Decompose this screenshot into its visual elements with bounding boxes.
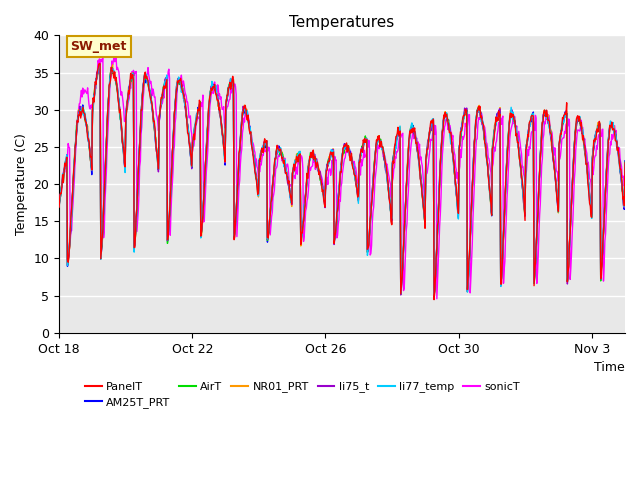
li75_t [621,161,629,167]
AM25T_PRT [120,159,128,165]
AM25T_PRT [96,61,104,67]
li77_temp [171,114,179,120]
Title: Temperatures: Temperatures [289,15,395,30]
li77_temp [621,160,629,166]
PanelT [95,60,103,66]
NR01_PRT [397,288,404,294]
NR01_PRT [349,165,356,170]
li77_temp [397,291,404,297]
sonicT [132,69,140,74]
PanelT [55,204,63,210]
AM25T_PRT [489,139,497,145]
li77_temp [120,161,128,167]
NR01_PRT [55,202,63,208]
NR01_PRT [171,113,179,119]
li77_temp [489,140,497,146]
NR01_PRT [120,155,128,160]
AirT [55,199,63,205]
sonicT [349,159,356,165]
AM25T_PRT [621,158,629,164]
NR01_PRT [489,141,497,147]
PanelT [171,109,179,115]
AM25T_PRT [397,290,404,296]
AirT [120,156,128,162]
NR01_PRT [621,163,629,168]
sonicT [621,177,629,182]
PanelT [120,160,128,166]
li77_temp [430,294,438,300]
Line: sonicT: sonicT [59,53,625,299]
sonicT [99,50,107,56]
AirT [96,64,104,70]
AM25T_PRT [132,216,140,222]
AM25T_PRT [55,202,63,208]
sonicT [489,161,497,167]
NR01_PRT [109,62,116,68]
sonicT [171,143,179,148]
li75_t [430,295,438,300]
Line: li77_temp: li77_temp [59,65,625,297]
PanelT [397,291,404,297]
Line: PanelT: PanelT [59,63,625,300]
AirT [349,162,356,168]
AM25T_PRT [171,112,179,118]
AirT [430,293,438,299]
li75_t [489,141,497,147]
li75_t [55,201,63,206]
li75_t [96,62,104,68]
li75_t [171,112,179,118]
Text: SW_met: SW_met [70,40,127,53]
NR01_PRT [430,293,438,299]
Legend: PanelT, AM25T_PRT, AirT, NR01_PRT, li75_t, li77_temp, sonicT: PanelT, AM25T_PRT, AirT, NR01_PRT, li75_… [81,377,524,412]
PanelT [132,213,140,219]
Line: AirT: AirT [59,67,625,296]
PanelT [430,297,438,302]
X-axis label: Time: Time [595,361,625,374]
NR01_PRT [132,216,140,221]
PanelT [349,165,356,171]
PanelT [621,160,629,166]
AirT [171,111,179,117]
Line: li75_t: li75_t [59,65,625,298]
Y-axis label: Temperature (C): Temperature (C) [15,133,28,235]
AirT [397,288,404,294]
AM25T_PRT [349,161,356,167]
sonicT [433,296,441,301]
li77_temp [349,161,356,167]
sonicT [397,134,404,140]
AirT [489,138,497,144]
li75_t [397,292,404,298]
li77_temp [96,62,104,68]
li75_t [132,216,140,221]
sonicT [120,119,128,124]
PanelT [489,143,497,149]
AirT [132,216,140,222]
li75_t [349,160,356,166]
AM25T_PRT [430,293,438,299]
li75_t [120,161,128,167]
sonicT [55,201,63,207]
li77_temp [132,222,140,228]
AirT [621,159,629,165]
Line: NR01_PRT: NR01_PRT [59,65,625,296]
li77_temp [55,204,63,209]
Line: AM25T_PRT: AM25T_PRT [59,64,625,296]
